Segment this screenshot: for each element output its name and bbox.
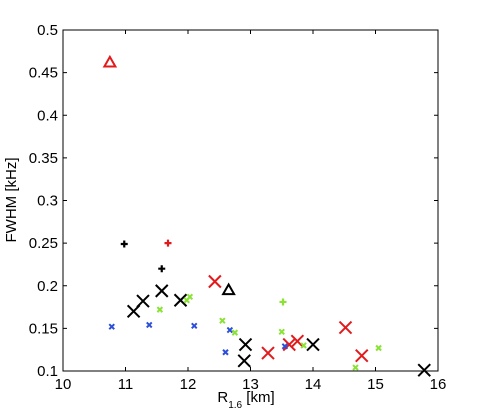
x-axis-title-main: R bbox=[217, 389, 228, 406]
data-point-x-large bbox=[155, 284, 169, 298]
x-axis-title: R1.6 [km] bbox=[217, 389, 274, 411]
data-point-plus bbox=[158, 265, 166, 273]
axis-ticks bbox=[62, 29, 439, 372]
x-tick-labels: 10 11 12 13 14 15 16 bbox=[55, 376, 447, 393]
data-point-x-large bbox=[417, 363, 431, 377]
y-tick-label: 0.45 bbox=[29, 65, 58, 82]
data-point-x-small bbox=[146, 321, 153, 329]
data-point-x-large bbox=[136, 294, 150, 308]
data-point-x-large bbox=[261, 346, 275, 360]
y-tick-label: 0.2 bbox=[37, 278, 58, 295]
data-point-x-large bbox=[338, 320, 353, 335]
data-point-x-large bbox=[355, 348, 369, 363]
x-axis-title-subscript: 1.6 bbox=[228, 400, 242, 411]
data-point-x-small bbox=[375, 344, 382, 352]
x-tick-label: 10 bbox=[55, 376, 72, 393]
x-tick-label: 12 bbox=[180, 376, 197, 393]
y-tick-label: 0.4 bbox=[37, 107, 58, 124]
data-point-x-small bbox=[222, 349, 229, 356]
data-point-x-large bbox=[290, 334, 305, 348]
data-point-x-small bbox=[226, 326, 234, 334]
data-point-x-large bbox=[208, 274, 222, 289]
data-point-x-small bbox=[281, 343, 289, 350]
data-point-plus bbox=[120, 240, 128, 248]
data-point-x-small bbox=[219, 317, 226, 324]
data-point-x-large bbox=[306, 337, 320, 352]
y-tick-label: 0.15 bbox=[29, 320, 58, 337]
data-point-x-small bbox=[231, 329, 239, 336]
data-point-triangle bbox=[102, 54, 118, 68]
y-axis-title: FWHM [kHz] bbox=[3, 158, 20, 243]
y-tick-label: 0.3 bbox=[37, 193, 58, 210]
data-point-x-small bbox=[191, 322, 198, 330]
plot-background bbox=[63, 30, 438, 371]
y-tick-label: 0.25 bbox=[29, 235, 58, 252]
y-tick-label: 0.1 bbox=[37, 363, 58, 380]
data-point-x-large bbox=[237, 354, 251, 368]
y-tick-label: 0.5 bbox=[37, 22, 58, 39]
data-point-x-small bbox=[278, 328, 285, 335]
data-marks bbox=[102, 54, 431, 377]
data-point-x-large bbox=[282, 337, 296, 352]
x-tick-label: 16 bbox=[430, 376, 447, 393]
data-point-x-small bbox=[352, 364, 359, 371]
x-tick-label: 15 bbox=[367, 376, 384, 393]
data-point-x-small bbox=[186, 293, 194, 301]
data-point-x-large bbox=[173, 293, 188, 307]
y-tick-label: 0.35 bbox=[29, 150, 58, 167]
x-tick-label: 13 bbox=[242, 376, 259, 393]
data-point-x-small bbox=[108, 323, 115, 330]
data-point-plus bbox=[279, 298, 287, 306]
x-tick-label: 11 bbox=[118, 376, 134, 393]
data-point-triangle bbox=[221, 282, 236, 296]
x-axis-title-unit: [km] bbox=[242, 389, 275, 406]
data-point-x-small bbox=[300, 342, 307, 349]
y-tick-labels: 0.1 0.15 0.2 0.25 0.3 0.35 0.4 0.45 0.5 bbox=[29, 22, 58, 380]
data-point-x-small bbox=[156, 306, 164, 313]
data-point-x-large bbox=[238, 337, 253, 352]
data-point-plus bbox=[164, 239, 172, 247]
x-tick-label: 14 bbox=[305, 376, 322, 393]
